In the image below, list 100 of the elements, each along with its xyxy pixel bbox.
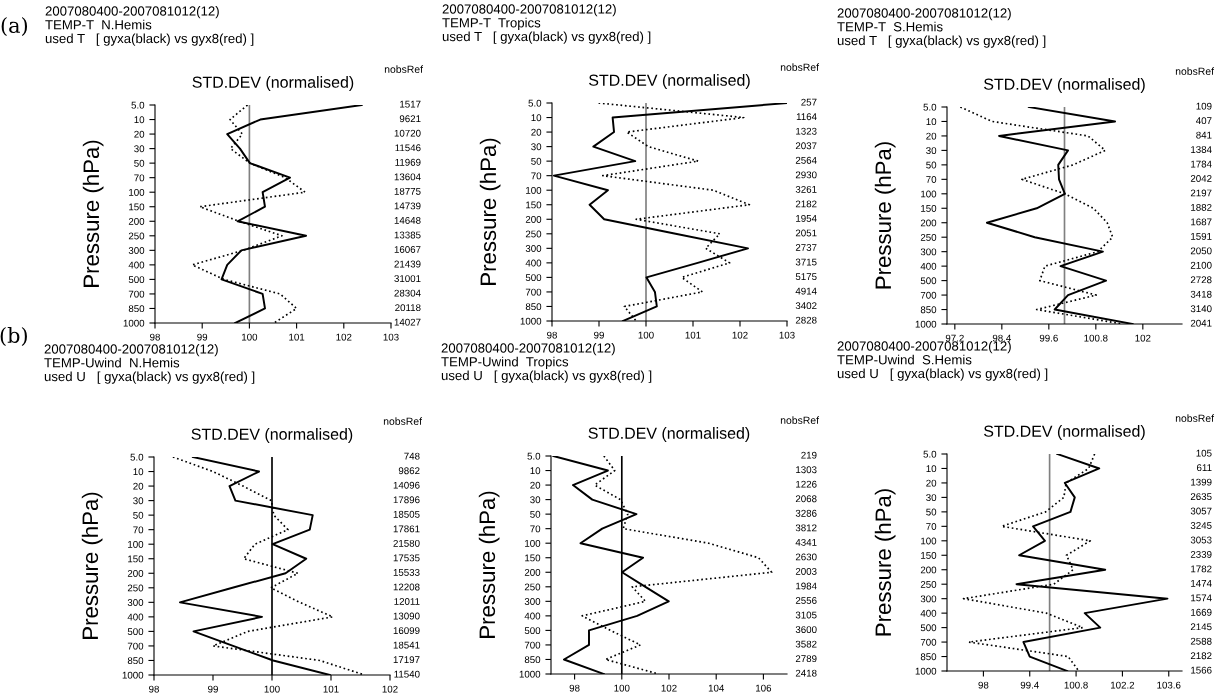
y2-tick-label: 31001 — [394, 275, 421, 283]
y2-tick-label: 3057 — [1190, 507, 1212, 515]
y2-tick-label: 2003 — [795, 567, 817, 575]
y-tick-label: 100 — [128, 540, 144, 548]
y2-tick-label: 2339 — [1190, 550, 1212, 558]
y2-tick-label: 2050 — [1190, 247, 1212, 255]
y2-tick-label: 9621 — [399, 115, 421, 123]
y-tick-label: 700 — [128, 290, 145, 298]
y2-axis-title: nobsRef — [1175, 414, 1215, 422]
y2-tick-label: 3245 — [1190, 522, 1212, 529]
y-tick-label: 850 — [920, 653, 937, 661]
y2-tick-label: 17535 — [393, 554, 420, 562]
y-tick-label: 400 — [524, 612, 541, 620]
y2-tick-label: 257 — [801, 98, 817, 106]
y-tick-label: 10 — [531, 114, 542, 122]
x-tick-label: 102 — [382, 685, 398, 693]
y-tick-label: 400 — [920, 262, 937, 270]
y-tick-label: 850 — [525, 303, 542, 311]
y-tick-label: 150 — [526, 201, 542, 209]
y-tick-label: 850 — [128, 305, 145, 313]
x-tick-label: 102 — [1135, 334, 1151, 342]
y2-tick-label: 2556 — [795, 597, 817, 604]
x-tick-label: 106 — [756, 684, 772, 692]
y-tick-label: 200 — [920, 219, 937, 227]
y-tick-label: 300 — [920, 248, 937, 256]
x-tick-label: 98 — [978, 681, 989, 689]
y-tick-label: 700 — [525, 288, 542, 296]
y2-tick-label: 2564 — [795, 156, 817, 164]
chart-subtitle: STD.DEV (normalised) — [588, 427, 750, 442]
y2-tick-label: 12011 — [394, 598, 420, 605]
y-tick-label: 100 — [526, 186, 542, 194]
y-tick-label: 500 — [920, 624, 937, 632]
y2-tick-label: 16067 — [394, 246, 421, 253]
y-tick-label: 700 — [524, 641, 541, 649]
y2-tick-label: 28304 — [394, 289, 421, 297]
y-axis-title: Pressure (hPa) — [479, 138, 501, 285]
y2-tick-label: 219 — [801, 451, 817, 459]
y-tick-label: 30 — [530, 496, 541, 504]
y2-tick-label: 18505 — [393, 510, 420, 518]
y2-tick-label: 1164 — [796, 113, 817, 121]
y2-tick-label: 2588 — [1190, 637, 1212, 645]
x-tick-label: 98 — [149, 685, 159, 693]
y2-tick-label: 1384 — [1191, 146, 1212, 154]
y2-axis-title: nobsRef — [1175, 67, 1215, 75]
text: (b) — [0, 326, 27, 346]
y-tick-label: 400 — [127, 613, 144, 621]
y2-tick-label: 14739 — [394, 202, 421, 210]
y2-tick-label: 1566 — [1191, 666, 1212, 674]
y-tick-label: 20 — [531, 128, 542, 136]
y2-tick-label: 2037 — [795, 142, 817, 150]
x-tick-label: 98.4 — [992, 334, 1012, 342]
y-tick-label: 400 — [525, 259, 542, 267]
y-tick-label: 150 — [129, 203, 145, 211]
y-tick-label: 850 — [524, 656, 541, 664]
y-tick-label: 1000 — [915, 667, 937, 675]
y-tick-label: 100 — [921, 537, 937, 545]
y2-tick-label: 1984 — [796, 582, 817, 590]
y2-tick-label: 611 — [1196, 464, 1212, 472]
y-tick-label: 500 — [920, 277, 937, 285]
y-axis-title: Pressure (hPa) — [478, 491, 500, 638]
y2-tick-label: 21439 — [394, 260, 421, 268]
x-tick-label: 99 — [594, 331, 604, 339]
y2-tick-label: 11546 — [395, 144, 421, 152]
y2-tick-label: 15533 — [393, 568, 420, 576]
y2-tick-label: 1669 — [1191, 608, 1212, 616]
x-tick-label: 97.2 — [945, 334, 964, 342]
y2-tick-label: 3286 — [795, 509, 817, 517]
y-tick-label: 300 — [524, 598, 541, 605]
y2-tick-label: 2182 — [795, 200, 817, 208]
y-tick-label: 70 — [530, 525, 541, 533]
y-tick-label: 250 — [127, 584, 144, 592]
y-tick-label: 70 — [134, 174, 145, 182]
y2-tick-label: 2100 — [1190, 261, 1212, 269]
y2-tick-label: 1474 — [1191, 580, 1212, 587]
y2-axis-title: nobsRef — [383, 417, 423, 425]
y2-tick-label: 3600 — [795, 626, 817, 634]
y2-tick-label: 5175 — [795, 273, 817, 281]
y-tick-label: 20 — [926, 132, 937, 140]
y2-tick-label: 1303 — [796, 466, 817, 474]
x-tick-label: 101 — [323, 685, 339, 693]
chart-title: 2007080400-2007081012(12) TEMP-T N.Hemis used T [ gyxa(black) vs gyx8(red) ] — [45, 6, 254, 46]
y2-tick-label: 3261 — [795, 185, 817, 193]
y2-tick-label: 2182 — [1190, 652, 1212, 660]
y2-tick-label: 16099 — [393, 627, 420, 635]
y-tick-label: 30 — [134, 145, 145, 153]
y-tick-label: 5.0 — [131, 101, 145, 109]
y-tick-label: 20 — [133, 482, 144, 490]
y-axis-title: Pressure (hPa) — [81, 492, 103, 639]
y-tick-label: 30 — [133, 497, 144, 505]
x-tick-label: 98 — [569, 684, 580, 692]
y2-axis-title: nobsRef — [780, 63, 820, 71]
y2-tick-label: 14027 — [394, 318, 421, 326]
x-tick-label: 102 — [661, 684, 677, 692]
y2-tick-label: 1882 — [1191, 203, 1212, 211]
chart-title: 2007080400-2007081012(12) TEMP-Uwind N.Hemis used U [ gyxa(black) vs gyx8(red) ] — [44, 344, 255, 384]
y-tick-label: 500 — [525, 274, 542, 282]
y-tick-label: 1000 — [519, 670, 541, 678]
y-tick-label: 850 — [127, 657, 144, 665]
y2-tick-label: 13385 — [394, 231, 421, 239]
x-tick-label: 103 — [779, 331, 795, 339]
